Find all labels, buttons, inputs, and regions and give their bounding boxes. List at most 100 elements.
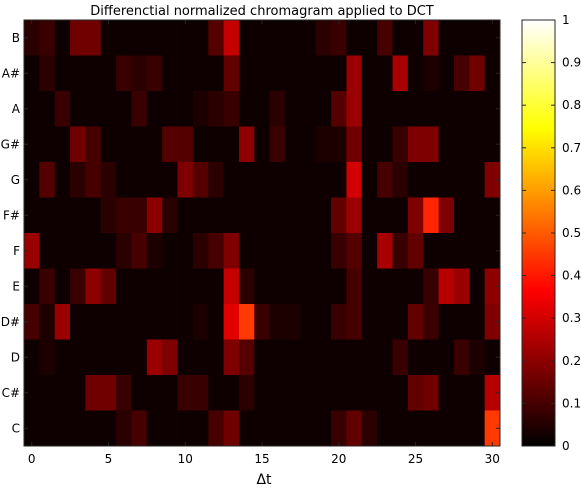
heatmap-cell bbox=[100, 91, 117, 127]
heatmap-cell bbox=[484, 304, 501, 340]
heatmap-cell bbox=[377, 339, 393, 376]
heatmap-cell bbox=[254, 91, 271, 127]
heatmap-cell bbox=[346, 304, 363, 340]
heatmap-cells bbox=[24, 20, 501, 447]
heatmap-cell bbox=[407, 91, 424, 127]
heatmap-cell bbox=[453, 268, 470, 305]
heatmap-cell bbox=[54, 233, 71, 269]
heatmap-cell bbox=[131, 126, 148, 163]
heatmap-cell bbox=[285, 91, 301, 127]
heatmap-cell bbox=[70, 162, 86, 198]
heatmap-cell bbox=[177, 126, 194, 163]
heatmap-cell bbox=[238, 20, 255, 56]
heatmap-cell bbox=[131, 197, 148, 234]
heatmap-cell bbox=[469, 126, 486, 163]
heatmap-cell bbox=[331, 91, 347, 127]
heatmap-cell bbox=[85, 162, 102, 198]
heatmap-cell bbox=[146, 197, 163, 234]
heatmap-cell bbox=[469, 268, 486, 305]
heatmap-cell bbox=[269, 197, 286, 234]
colorbar bbox=[521, 19, 556, 447]
heatmap-cell bbox=[346, 55, 363, 92]
heatmap-cell bbox=[484, 126, 501, 163]
heatmap-cell bbox=[438, 339, 455, 376]
heatmap-cell bbox=[70, 55, 86, 92]
heatmap-cell bbox=[346, 197, 363, 234]
heatmap-cell bbox=[331, 410, 347, 447]
heatmap-cell bbox=[100, 304, 117, 340]
heatmap-cell bbox=[423, 339, 439, 376]
row-label: B bbox=[12, 31, 20, 45]
heatmap-cell bbox=[438, 91, 455, 127]
heatmap-cell bbox=[177, 268, 194, 305]
heatmap-cell bbox=[24, 375, 40, 411]
heatmap-cell bbox=[131, 375, 148, 411]
heatmap-cell bbox=[361, 339, 378, 376]
heatmap-cell bbox=[223, 233, 240, 269]
heatmap-cell bbox=[423, 162, 439, 198]
heatmap-cell bbox=[361, 268, 378, 305]
heatmap-cell bbox=[146, 304, 163, 340]
heatmap-cell bbox=[438, 55, 455, 92]
heatmap-cell bbox=[453, 91, 470, 127]
heatmap-cell bbox=[254, 304, 271, 340]
heatmap-cell bbox=[377, 162, 393, 198]
heatmap-cell bbox=[346, 339, 363, 376]
heatmap-cell bbox=[54, 162, 71, 198]
row-label: D# bbox=[1, 315, 20, 329]
heatmap-cell bbox=[85, 339, 102, 376]
heatmap-cell bbox=[85, 410, 102, 447]
heatmap-cell bbox=[453, 197, 470, 234]
heatmap-cell bbox=[300, 126, 317, 163]
heatmap-cell bbox=[116, 55, 132, 92]
heatmap-cell bbox=[146, 268, 163, 305]
heatmap-cell bbox=[208, 126, 225, 163]
heatmap-cell bbox=[392, 55, 409, 92]
heatmap-cell bbox=[269, 20, 286, 56]
x-tick-label: 30 bbox=[485, 452, 500, 466]
heatmap-cell bbox=[453, 126, 470, 163]
heatmap-cell bbox=[116, 233, 132, 269]
heatmap-cell bbox=[223, 410, 240, 447]
heatmap-cell bbox=[100, 233, 117, 269]
heatmap-cell bbox=[331, 268, 347, 305]
heatmap-cell bbox=[331, 339, 347, 376]
heatmap-cell bbox=[315, 233, 332, 269]
heatmap-cell bbox=[469, 20, 486, 56]
heatmap-cell bbox=[208, 304, 225, 340]
heatmap-cell bbox=[162, 268, 178, 305]
heatmap-cell bbox=[162, 304, 178, 340]
heatmap-cell bbox=[407, 197, 424, 234]
heatmap-cell bbox=[469, 233, 486, 269]
heatmap-cell bbox=[24, 55, 40, 92]
heatmap-cell bbox=[85, 375, 102, 411]
heatmap-cell bbox=[54, 126, 71, 163]
heatmap-cell bbox=[254, 162, 271, 198]
heatmap-cell bbox=[54, 410, 71, 447]
heatmap-cell bbox=[146, 126, 163, 163]
heatmap-cell bbox=[70, 126, 86, 163]
heatmap-cell bbox=[269, 126, 286, 163]
heatmap-cell bbox=[131, 304, 148, 340]
heatmap-cell bbox=[269, 339, 286, 376]
heatmap-cell bbox=[315, 162, 332, 198]
heatmap-cell bbox=[131, 410, 148, 447]
heatmap-cell bbox=[54, 375, 71, 411]
x-tick-label: 5 bbox=[105, 452, 113, 466]
heatmap-cell bbox=[469, 197, 486, 234]
heatmap-cell bbox=[208, 91, 225, 127]
heatmap-cell bbox=[300, 197, 317, 234]
heatmap-cell bbox=[423, 233, 439, 269]
heatmap-cell bbox=[24, 339, 40, 376]
colorbar-tick-label: 0.3 bbox=[562, 311, 581, 325]
heatmap-cell bbox=[315, 268, 332, 305]
heatmap-cell bbox=[269, 91, 286, 127]
heatmap-cell bbox=[177, 20, 194, 56]
heatmap-cell bbox=[438, 304, 455, 340]
heatmap-cell bbox=[162, 55, 178, 92]
heatmap-cell bbox=[100, 268, 117, 305]
heatmap-cell bbox=[469, 91, 486, 127]
heatmap-cell bbox=[392, 126, 409, 163]
heatmap-cell bbox=[131, 20, 148, 56]
heatmap-cell bbox=[177, 375, 194, 411]
